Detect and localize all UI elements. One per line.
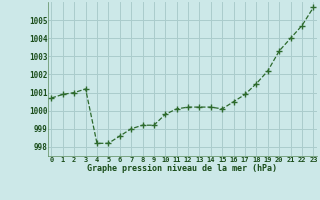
X-axis label: Graphe pression niveau de la mer (hPa): Graphe pression niveau de la mer (hPa) bbox=[87, 164, 277, 173]
